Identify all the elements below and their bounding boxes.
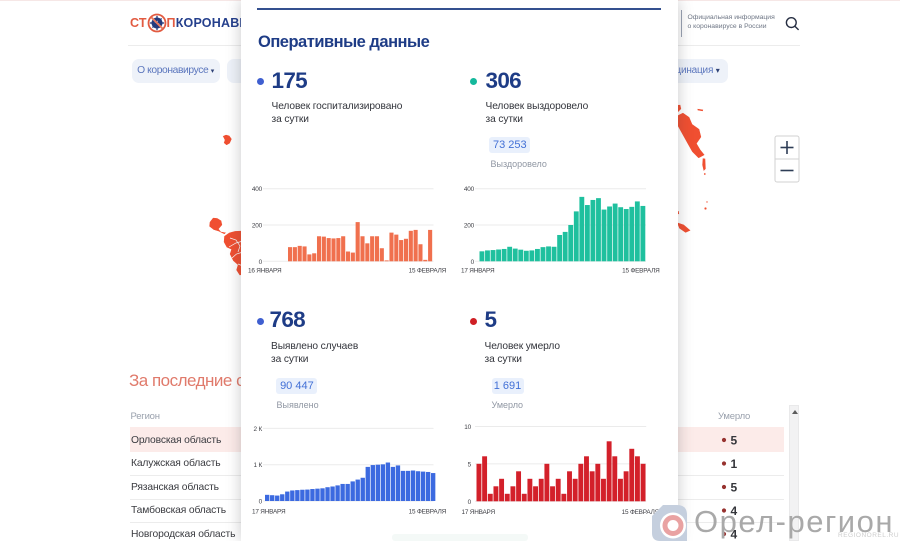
svg-text:2 К: 2 К [254, 426, 263, 433]
svg-text:0: 0 [259, 499, 263, 506]
svg-text:4: 4 [731, 504, 738, 518]
svg-text:0: 0 [471, 259, 475, 266]
svg-text:17 ЯНВАРЯ: 17 ЯНВАРЯ [462, 509, 496, 516]
svg-text:0: 0 [468, 499, 472, 506]
svg-text:15 ФЕВРАЛЯ: 15 ФЕВРАЛЯ [409, 268, 447, 275]
svg-text:17 ЯНВАРЯ: 17 ЯНВАРЯ [461, 268, 495, 275]
svg-text:1 К: 1 К [254, 462, 263, 469]
svg-text:5: 5 [731, 480, 738, 494]
svg-text:17 ЯНВАРЯ: 17 ЯНВАРЯ [252, 509, 286, 516]
svg-text:400: 400 [252, 186, 263, 193]
svg-text:15 ФЕВРАЛЯ: 15 ФЕВРАЛЯ [622, 268, 660, 275]
svg-text:16 ЯНВАРЯ: 16 ЯНВАРЯ [248, 268, 282, 275]
svg-text:4: 4 [731, 527, 738, 541]
svg-text:10: 10 [464, 424, 471, 431]
svg-text:1: 1 [731, 457, 738, 471]
svg-text:5: 5 [468, 461, 472, 468]
svg-text:15 ФЕВРАЛЯ: 15 ФЕВРАЛЯ [409, 509, 447, 516]
svg-text:15 ФЕВРАЛЯ: 15 ФЕВРАЛЯ [622, 509, 660, 516]
svg-text:200: 200 [252, 223, 263, 230]
svg-text:5: 5 [731, 433, 738, 447]
svg-text:200: 200 [464, 223, 475, 230]
svg-text:0: 0 [259, 259, 263, 266]
svg-text:400: 400 [464, 186, 475, 193]
